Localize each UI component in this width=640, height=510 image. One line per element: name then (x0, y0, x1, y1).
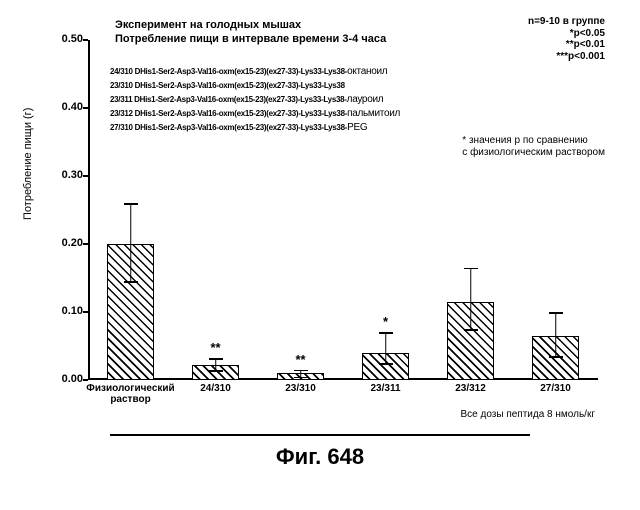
xtick-label: 23/311 (370, 383, 400, 394)
ytick-mark (83, 243, 88, 245)
error-cap-bot (379, 363, 393, 365)
error-cap-top (464, 268, 478, 270)
error-cap-bot (549, 356, 563, 358)
error-bar (385, 332, 387, 363)
y-axis-title: Потребление пищи (г) (22, 108, 34, 220)
x-axis-line (88, 378, 598, 380)
figure-label: Фиг. 648 (0, 444, 640, 470)
error-cap-top (124, 203, 138, 205)
xtick-label: 24/310 (200, 383, 231, 394)
y-axis-line (88, 40, 90, 380)
ytick-mark (83, 175, 88, 177)
significance-marker: * (383, 314, 388, 329)
error-cap-top (549, 312, 563, 314)
error-bar (215, 358, 217, 370)
error-cap-bot (464, 329, 478, 331)
stat-n: n=9-10 в группе (528, 16, 605, 28)
x-axis-note: Все дозы пептида 8 нмоль/кг (460, 409, 595, 420)
xtick-label: 23/312 (455, 383, 486, 394)
error-cap-bot (209, 370, 223, 372)
error-cap-top (209, 358, 223, 360)
ytick-label: 0.10 (43, 305, 83, 317)
significance-marker: ** (295, 352, 305, 367)
title-line-1: Эксперимент на голодных мышах (115, 18, 386, 32)
error-cap-bot (124, 281, 138, 283)
figure-label-rule (110, 434, 530, 436)
error-cap-top (294, 370, 308, 372)
ytick-mark (83, 107, 88, 109)
error-bar (130, 203, 132, 281)
xtick-label: 23/310 (285, 383, 316, 394)
figure-label-block: Фиг. 648 (0, 434, 640, 470)
ytick-label: 0.30 (43, 169, 83, 181)
plot-area: 0.000.100.200.300.400.50Физиологическийр… (88, 40, 598, 380)
xtick-label: 27/310 (540, 383, 571, 394)
error-bar (470, 268, 472, 329)
xtick-label: Физиологическийраствор (86, 383, 176, 405)
error-cap-bot (294, 377, 308, 379)
error-cap-top (379, 332, 393, 334)
stat-p1: *p<0.05 (528, 28, 605, 40)
error-bar (555, 312, 557, 356)
ytick-label: 0.40 (43, 101, 83, 113)
significance-marker: ** (210, 340, 220, 355)
ytick-mark (83, 39, 88, 41)
ytick-label: 0.00 (43, 373, 83, 385)
ytick-label: 0.50 (43, 33, 83, 45)
ytick-mark (83, 379, 88, 381)
ytick-label: 0.20 (43, 237, 83, 249)
ytick-mark (83, 311, 88, 313)
chart-container: Эксперимент на голодных мышах Потреблени… (20, 10, 620, 430)
